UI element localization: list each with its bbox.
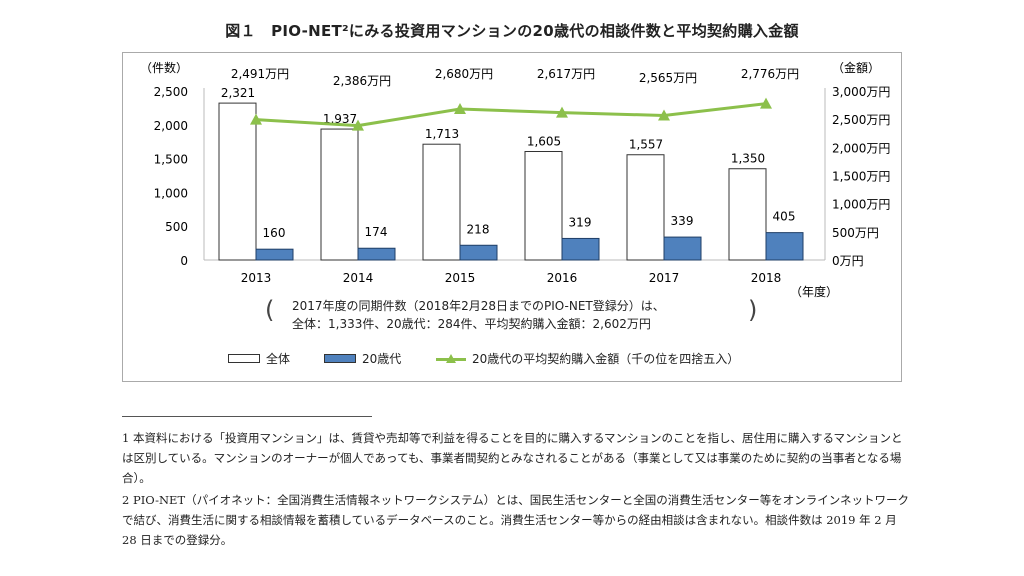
bar-20s [561,237,600,261]
left-tick-label: 2,000 [154,119,188,133]
price-marker [352,119,364,131]
price-label: 2,776万円 [741,67,799,81]
price-marker [556,106,568,118]
legend-label: 20歳代 [362,352,402,366]
x-tick-label: 2014 [343,271,374,285]
x-tick-label: 2013 [241,271,272,285]
price-label: 2,617万円 [537,67,595,81]
bar-total-label: 1,605 [527,135,561,149]
figure-title: 図１ PIO-NET²にみる投資用マンションの20歳代の相談件数と平均契約購入金… [225,22,799,40]
bar-total-label: 2,321 [221,86,255,100]
price-marker [760,97,772,109]
right-tick-label: 2,500万円 [832,113,890,127]
bar-20s-label: 319 [569,215,592,229]
bar-20s-label: 339 [671,214,694,228]
left-tick-label: 2,500 [154,85,188,99]
bar-total-label: 1,350 [731,152,765,166]
left-brace: ( [265,296,275,324]
right-tick-label: 3,000万円 [832,85,890,99]
price-label: 2,491万円 [231,67,289,81]
legend-label: 全体 [266,352,291,366]
x-axis-title: （年度） [790,284,838,299]
x-tick-label: 2015 [445,271,476,285]
legend-swatch-white [228,354,260,363]
legend-label: 20歳代の平均契約購入金額（千の位を四捨五入） [472,352,740,366]
bar-total [218,102,257,261]
note-line-2: 全体：1,333件、20歳代：284件、平均契約購入金額：2,602万円 [292,317,651,331]
right-tick-label: 2,000万円 [832,141,890,155]
legend-item-20s: 20歳代 [324,350,401,367]
legend-line-marker-icon [436,353,466,364]
legend-item-price: 20歳代の平均契約購入金額（千の位を四捨五入） [436,350,739,367]
x-tick-label: 2018 [751,271,782,285]
right-tick-label: 1,000万円 [832,198,890,212]
x-tick-label: 2017 [649,271,680,285]
right-tick-label: 500万円 [832,226,879,240]
price-marker [250,113,262,125]
bar-total [422,143,461,261]
legend-swatch-blue [324,354,356,363]
right-brace: ) [748,296,758,324]
note-line-1: 2017年度の同期件数（2018年2月28日までのPIO-NET登録分）は、 [292,299,665,313]
bar-20s [663,236,702,261]
footnote-2: 2 PIO-NET（パイオネット：全国消費生活情報ネットワークシステム）とは、国… [122,493,910,547]
left-tick-label: 1,500 [154,153,188,167]
left-tick-label: 1,000 [154,186,188,200]
bar-20s-label: 405 [773,210,796,224]
chart: 0 500 1,000 1,500 2,000 2,500 0万円 500万円 1,000万円 1… [140,60,890,299]
price-marker [658,109,670,121]
price-line [255,102,767,128]
price-label: 2,565万円 [639,71,697,85]
left-axis-title: （件数） [140,60,188,75]
bar-20s [459,244,498,261]
bar-20s [765,232,804,261]
bar-total-label: 1,713 [425,127,459,141]
bar-20s [357,247,396,261]
bar-20s [255,248,294,261]
price-label: 2,680万円 [435,67,493,81]
bar-total [626,154,665,261]
bar-20s-label: 174 [365,225,388,239]
right-tick-label: 1,500万円 [832,170,890,184]
price-marker [454,103,466,115]
bar-total [728,168,767,261]
x-tick-label: 2016 [547,271,578,285]
bar-total-label: 1,557 [629,138,663,152]
right-tick-label: 0万円 [832,254,864,268]
left-tick-label: 500 [165,220,188,234]
legend-item-total: 全体 [228,350,290,367]
right-axis-title: （金額） [832,60,880,75]
bar-total [320,128,359,261]
price-label: 2,386万円 [333,74,391,88]
footnote-1: 1 本資料における「投資用マンション」は、賃貸や売却等で利益を得ることを目的に購… [122,431,903,485]
bar-20s-label: 218 [467,222,490,236]
chart-frame [122,52,902,382]
bar-total [524,151,563,261]
footnote-divider [122,416,372,417]
bar-20s-label: 160 [263,226,286,240]
left-tick-label: 0 [180,254,188,268]
